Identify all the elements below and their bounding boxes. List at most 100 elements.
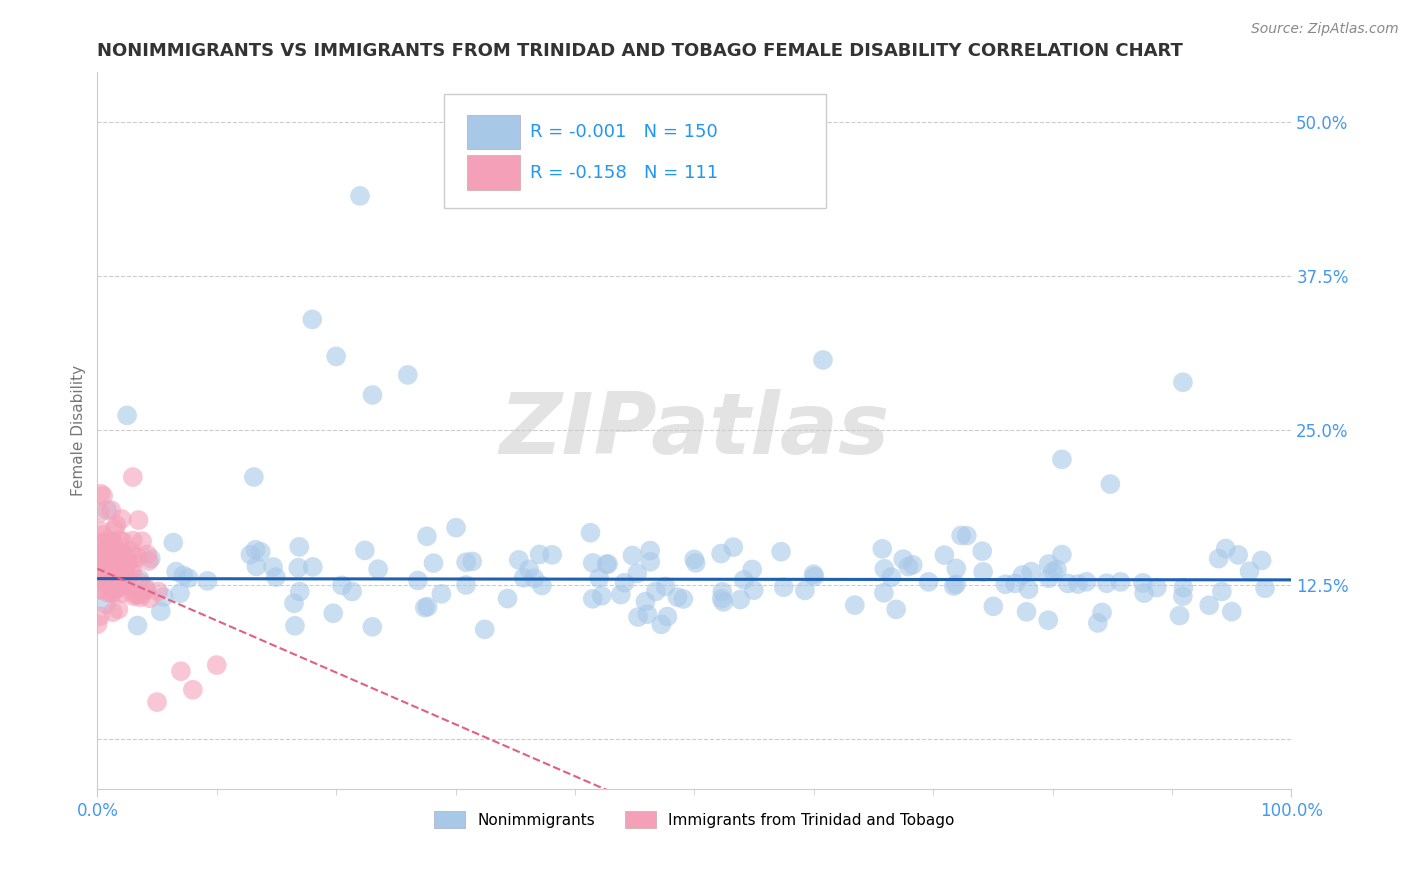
Point [114,562,136,576]
Point [361,388,384,402]
Text: ZIPatlas: ZIPatlas [499,389,890,472]
Point [205,658,228,673]
Point [110,566,132,581]
Point [89,506,111,520]
Point [596,557,619,571]
Point [96,503,118,517]
Point [101,534,124,549]
Point [149,604,172,618]
Point [115,409,138,423]
Point [170,665,193,679]
Point [100,569,122,583]
Point [422,556,444,570]
Point [1038,613,1060,627]
Point [1198,599,1220,613]
Point [107,602,129,616]
Point [89,609,111,624]
Point [301,560,323,574]
Point [730,592,752,607]
Point [120,544,142,558]
Point [772,580,794,594]
Point [94,553,117,567]
FancyBboxPatch shape [444,94,825,209]
Point [139,591,162,606]
Point [1091,606,1114,620]
Point [884,602,907,616]
Y-axis label: Female Disability: Female Disability [72,365,86,496]
Point [101,551,124,566]
Point [100,560,122,574]
Point [91,489,114,503]
Point [117,571,139,585]
Point [97,540,120,554]
Point [1004,576,1026,591]
Point [512,571,534,585]
Point [1056,576,1078,591]
Point [588,571,610,585]
Point [97,565,120,579]
Point [322,606,344,620]
Point [243,470,266,484]
Point [654,579,676,593]
Point [873,586,896,600]
Point [96,558,118,572]
Point [245,559,267,574]
Text: NONIMMIGRANTS VS IMMIGRANTS FROM TRINIDAD AND TOBAGO FEMALE DISABILITY CORRELATI: NONIMMIGRANTS VS IMMIGRANTS FROM TRINIDA… [97,42,1184,60]
Point [288,540,311,554]
Point [93,551,115,566]
Point [138,554,160,568]
Point [264,570,287,584]
Point [105,582,128,596]
Point [90,487,112,501]
Point [90,524,112,539]
Point [354,543,377,558]
Point [634,594,657,608]
Point [120,564,142,578]
Point [111,512,134,526]
Point [107,553,129,567]
Point [284,619,307,633]
Point [103,522,125,536]
Point [165,565,187,579]
Point [100,586,122,600]
Point [945,577,967,591]
Point [1173,581,1195,595]
Point [621,549,644,563]
Point [127,550,149,565]
FancyBboxPatch shape [467,155,520,190]
Point [1050,548,1073,562]
Point [672,591,695,606]
Point [181,682,204,697]
Point [416,599,439,614]
Point [91,528,114,542]
Point [723,540,745,554]
Point [872,541,894,556]
Point [1220,605,1243,619]
Point [162,535,184,549]
Point [644,584,666,599]
Point [131,534,153,549]
Point [1250,553,1272,567]
Text: Source: ZipAtlas.com: Source: ZipAtlas.com [1251,22,1399,37]
Point [474,623,496,637]
Point [650,617,672,632]
Point [103,585,125,599]
Point [101,577,124,591]
Point [172,568,194,582]
Point [93,535,115,549]
Point [112,554,135,568]
Point [105,566,128,580]
Point [177,571,200,585]
Point [249,545,271,559]
Point [94,533,117,548]
Point [1132,575,1154,590]
Point [1018,582,1040,597]
Point [742,583,765,598]
Point [1042,564,1064,578]
Point [934,548,956,562]
Point [98,556,121,570]
Point [86,571,108,585]
Point [430,587,453,601]
Point [96,541,118,556]
Point [1015,605,1038,619]
